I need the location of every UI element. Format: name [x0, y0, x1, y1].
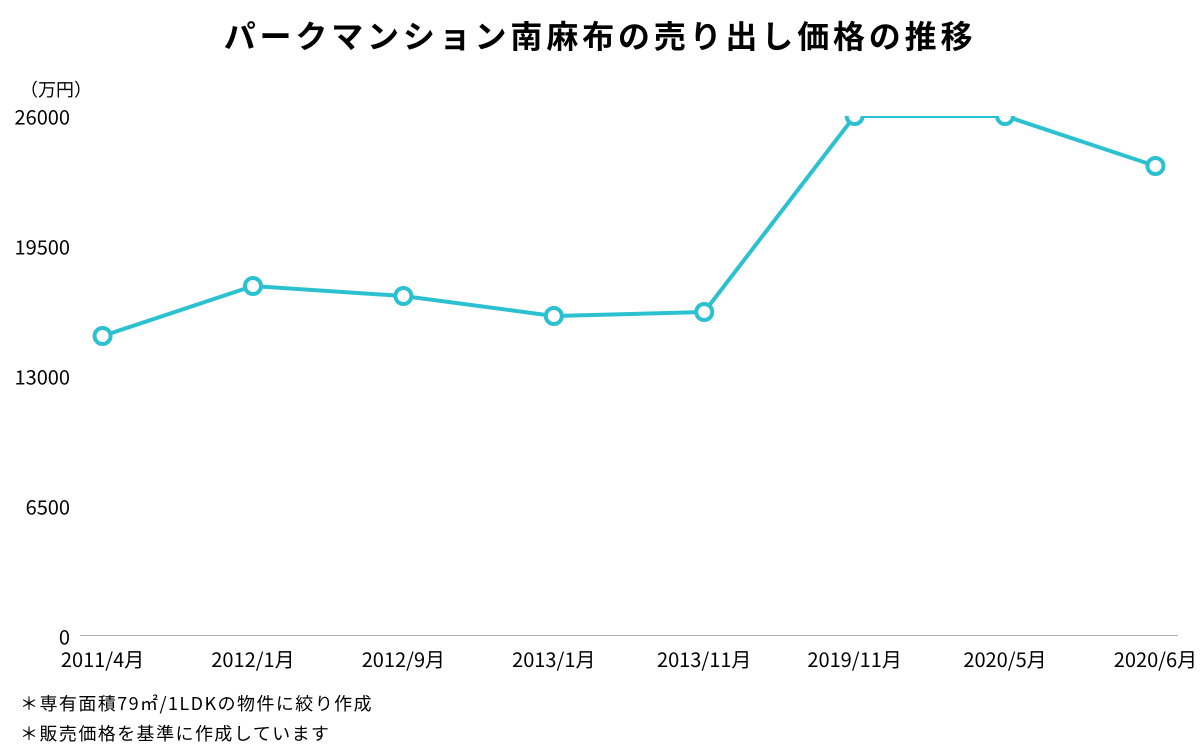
x-tick-label: 2019/11月 — [807, 644, 901, 673]
x-tick-label: 2012/1月 — [211, 644, 294, 673]
chart-container: パークマンション南麻布の売り出し価格の推移 （万円） ＊専有面積79㎡/1LDK… — [0, 0, 1200, 747]
data-point — [696, 304, 712, 320]
data-point — [1147, 158, 1163, 174]
x-tick-label: 2013/1月 — [512, 644, 595, 673]
y-axis-unit-label: （万円） — [20, 76, 92, 102]
chart-svg — [80, 116, 1178, 636]
y-tick-label: 13000 — [0, 362, 70, 391]
data-point — [245, 278, 261, 294]
footnote-1: ＊専有面積79㎡/1LDKの物件に絞り作成 — [20, 690, 373, 716]
x-tick-label: 2020/6月 — [1114, 644, 1197, 673]
data-point — [395, 288, 411, 304]
data-point — [546, 308, 562, 324]
chart-title: パークマンション南麻布の売り出し価格の推移 — [0, 12, 1200, 58]
footnote-2: ＊販売価格を基準に作成しています — [20, 720, 331, 746]
y-tick-label: 6500 — [0, 492, 70, 521]
chart-plot-area — [80, 116, 1178, 636]
data-point — [847, 116, 863, 124]
y-tick-label: 0 — [0, 622, 70, 651]
data-point — [997, 116, 1013, 124]
x-tick-label: 2013/11月 — [657, 644, 751, 673]
y-tick-label: 19500 — [0, 232, 70, 261]
data-point — [95, 328, 111, 344]
price-line — [103, 116, 1156, 336]
x-tick-label: 2012/9月 — [362, 644, 445, 673]
x-tick-label: 2011/4月 — [61, 644, 144, 673]
y-tick-label: 26000 — [0, 102, 70, 131]
x-tick-label: 2020/5月 — [963, 644, 1046, 673]
